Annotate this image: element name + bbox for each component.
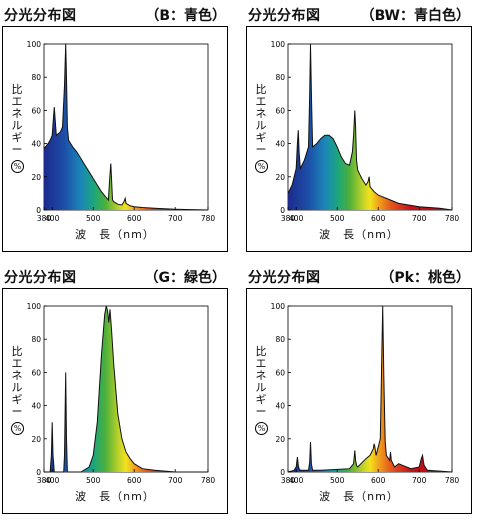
x-tick-label: 400 <box>289 214 304 223</box>
lamp-type-label: （B：青色） <box>145 8 226 24</box>
spectrum-area <box>44 44 208 210</box>
y-tick-label: 20 <box>275 173 285 182</box>
plot-area <box>287 305 453 473</box>
y-tick-label: 100 <box>271 40 286 49</box>
spectrum-area <box>288 44 452 210</box>
x-tick-label: 700 <box>412 476 427 485</box>
y-tick-label: 0 <box>280 468 285 477</box>
y-tick-label: 60 <box>31 106 41 115</box>
x-tick-label: 600 <box>371 476 386 485</box>
panel-heading: 分光分布図 <box>248 8 321 24</box>
x-tick-label: 400 <box>45 476 60 485</box>
x-tick-label: 700 <box>412 214 427 223</box>
spectrum-line <box>287 43 453 211</box>
x-tick-label: 380 <box>37 476 52 485</box>
panel-heading: 分光分布図 <box>248 270 321 286</box>
x-tick-label: 400 <box>289 476 304 485</box>
y-axis-label-text: 比エネルギー <box>255 83 267 156</box>
spectrum-line <box>287 305 453 473</box>
y-tick-label: 80 <box>275 335 285 344</box>
y-tick-label: 0 <box>36 468 41 477</box>
lamp-type-label: （G：緑色） <box>144 270 227 286</box>
x-axis-label: 波 長（nm） <box>75 228 155 241</box>
x-tick-label: 500 <box>330 214 345 223</box>
spectrum-area <box>288 306 452 472</box>
y-tick-label: 0 <box>280 206 285 215</box>
panel-heading: 分光分布図 <box>4 8 77 24</box>
y-tick-label: 60 <box>31 368 41 377</box>
x-tick-label: 380 <box>281 214 296 223</box>
x-tick-label: 780 <box>201 214 216 223</box>
y-axis-label-text: 比エネルギー <box>255 345 267 418</box>
x-tick-label: 380 <box>37 214 52 223</box>
y-tick-label: 60 <box>275 368 285 377</box>
lamp-type-label: （BW：青白色） <box>360 8 470 24</box>
y-axis-unit: % <box>11 160 24 173</box>
panel-heading: 分光分布図 <box>4 270 77 286</box>
chart-panel-pink: 分光分布図 （Pk：桃色） 0 20 40 60 80 100 380 400 500 600 70… <box>244 262 476 516</box>
spectrum-line <box>44 305 208 473</box>
y-tick-label: 20 <box>31 435 41 444</box>
x-tick-label: 400 <box>45 214 60 223</box>
x-tick-label: 700 <box>168 214 183 223</box>
chart-panel-blue: 分光分布図 （B：青色） 0 20 40 60 80 100 380 400 500 600 700… <box>0 0 232 254</box>
y-tick-label: 100 <box>271 302 286 311</box>
x-tick-label: 500 <box>86 476 101 485</box>
y-tick-label: 60 <box>275 106 285 115</box>
lamp-type-label: （Pk：桃色） <box>380 270 470 286</box>
y-tick-label: 40 <box>31 402 41 411</box>
x-tick-label: 600 <box>127 214 142 223</box>
y-tick-label: 80 <box>31 335 41 344</box>
x-tick-label: 600 <box>127 476 142 485</box>
chart-frame <box>2 26 228 252</box>
y-tick-label: 100 <box>27 302 42 311</box>
x-axis-label: 波 長（nm） <box>319 490 399 503</box>
plot-area <box>43 305 209 473</box>
y-tick-label: 40 <box>31 140 41 149</box>
x-tick-label: 780 <box>445 476 460 485</box>
chart-panel-blue-white: 分光分布図 （BW：青白色） 0 20 40 60 80 100 380 400 500 600 7… <box>244 0 476 254</box>
x-tick-label: 780 <box>445 214 460 223</box>
y-axis-label: 比エネルギー % <box>255 345 268 435</box>
y-axis-label-text: 比エネルギー <box>11 345 23 418</box>
spectrum-area <box>44 306 208 472</box>
x-tick-label: 600 <box>371 214 386 223</box>
y-axis-unit: % <box>255 422 268 435</box>
y-tick-label: 20 <box>31 173 41 182</box>
y-tick-label: 0 <box>36 206 41 215</box>
spectrum-line <box>43 43 209 211</box>
x-axis-label: 波 長（nm） <box>75 490 155 503</box>
y-tick-label: 40 <box>275 402 285 411</box>
y-axis-label-text: 比エネルギー <box>11 83 23 156</box>
y-tick-label: 100 <box>27 40 42 49</box>
y-axis-unit: % <box>11 422 24 435</box>
chart-panel-green: 分光分布図 （G：緑色） 0 20 40 60 80 100 380 400 500 600 700… <box>0 262 232 516</box>
x-tick-label: 700 <box>168 476 183 485</box>
y-tick-label: 20 <box>275 435 285 444</box>
y-axis-label: 比エネルギー % <box>11 83 24 173</box>
x-tick-label: 380 <box>281 476 296 485</box>
x-tick-label: 500 <box>86 214 101 223</box>
y-axis-label: 比エネルギー % <box>255 83 268 173</box>
x-tick-label: 500 <box>330 476 345 485</box>
x-tick-label: 780 <box>201 476 216 485</box>
y-tick-label: 80 <box>31 73 41 82</box>
x-axis-label: 波 長（nm） <box>319 228 399 241</box>
chart-frame <box>246 288 472 514</box>
y-tick-label: 40 <box>275 140 285 149</box>
y-axis-label: 比エネルギー % <box>11 345 24 435</box>
chart-frame <box>246 26 472 252</box>
y-axis-unit: % <box>255 160 268 173</box>
y-tick-label: 80 <box>275 73 285 82</box>
